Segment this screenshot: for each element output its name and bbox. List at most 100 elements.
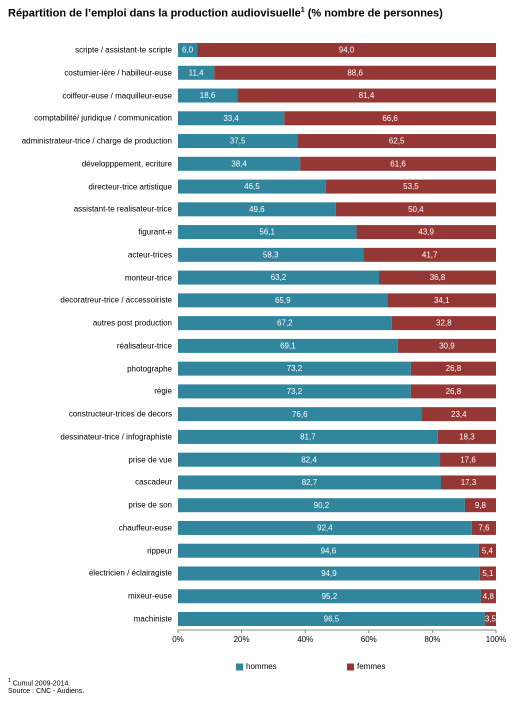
category-label: monteur-trice	[124, 273, 172, 283]
category-label: photographe	[127, 364, 172, 374]
category-label: coiffeur-euse / maquilleur-euse	[62, 91, 172, 101]
value-label: 58,3	[263, 250, 279, 259]
bar-segment	[335, 202, 496, 217]
category-label: assistant-te realisateur-trice	[73, 204, 172, 214]
bar-segment	[197, 43, 496, 57]
bar-segment	[421, 407, 496, 422]
bar-segment	[178, 612, 485, 626]
value-label: 43,9	[418, 228, 434, 237]
bar-segment	[440, 452, 496, 467]
bar-segment	[325, 179, 496, 194]
value-label: 96,5	[324, 615, 340, 624]
value-label: 4,8	[483, 592, 495, 601]
bar-segment	[437, 429, 496, 444]
bar-segment	[178, 452, 441, 467]
value-label: 23,4	[451, 410, 467, 419]
value-label: 37,5	[230, 137, 246, 146]
bar-segment	[178, 316, 392, 331]
legend-swatch	[236, 663, 243, 671]
bar-segment	[471, 520, 496, 535]
source: Source : CNC - Audiens.	[8, 688, 85, 695]
category-label: machiniste	[133, 614, 172, 624]
bar-segment	[178, 384, 411, 399]
bar-segment	[178, 543, 479, 558]
value-label: 11,4	[189, 68, 205, 77]
value-label: 73,2	[287, 387, 303, 396]
category-label: acteur-trices	[127, 250, 172, 260]
subtitle: (% nombre de personnes)	[307, 7, 443, 20]
value-label: 32,8	[436, 319, 452, 328]
bar-segment	[214, 65, 496, 80]
bar-segment	[387, 293, 496, 308]
bar-segment	[178, 429, 438, 444]
value-label: 67,2	[277, 319, 293, 328]
category-label: costumier-ière / habilleur-euse	[64, 68, 172, 78]
chart-title: Répartition de l’emploi dans la producti…	[8, 7, 301, 20]
value-label: 17,6	[460, 455, 476, 464]
bar-segment	[479, 566, 496, 581]
category-label: réalisateur-trice	[116, 341, 172, 351]
bar-segment	[356, 225, 496, 240]
category-label: mixeur-euse	[127, 591, 172, 601]
bar-segment	[178, 566, 480, 581]
x-tick-label: 60%	[361, 635, 377, 644]
bar-segment	[410, 384, 496, 399]
value-label: 30,9	[439, 341, 455, 350]
value-label: 81,4	[359, 91, 375, 100]
bar-segment	[363, 247, 496, 262]
x-tick-label: 0%	[172, 635, 184, 644]
bar-segment	[480, 589, 496, 604]
bar-segment	[397, 338, 496, 353]
bar-segment	[178, 407, 422, 422]
bar-segment	[378, 270, 496, 285]
value-label: 62,5	[389, 137, 405, 146]
category-label: comptabilité/ juridique / communication	[34, 113, 172, 123]
value-label: 61,6	[390, 159, 406, 168]
value-label: 49,6	[249, 205, 265, 214]
category-label: administrateur-trice / charge de product…	[21, 136, 172, 146]
value-label: 41,7	[422, 250, 438, 259]
value-label: 69,1	[280, 341, 296, 350]
value-label: 46,5	[244, 182, 260, 191]
value-label: 88,6	[347, 68, 363, 77]
bar-segment	[391, 316, 496, 331]
x-tick-label: 100%	[486, 635, 506, 644]
bar-segment	[178, 134, 298, 149]
bar-segment	[178, 111, 285, 126]
value-label: 26,8	[446, 387, 462, 396]
value-label: 92,4	[317, 524, 333, 533]
bar-segment	[284, 111, 496, 126]
category-label: prise de son	[128, 500, 172, 510]
category-label: figurant-e	[138, 227, 172, 237]
value-label: 26,8	[446, 364, 462, 373]
category-label: scripte / assistant-te scripte	[75, 45, 172, 55]
value-label: 3,5	[485, 615, 497, 624]
bar-segment	[178, 270, 379, 285]
footnote-marker: 1	[8, 678, 11, 684]
bar-segment	[178, 498, 465, 513]
category-label: prise de vue	[128, 455, 172, 465]
bar-segment	[178, 293, 388, 308]
value-label: 94,9	[321, 569, 337, 578]
value-label: 73,2	[287, 364, 303, 373]
bar-segment	[410, 361, 496, 376]
category-label: dessinateur-trice / infographiste	[60, 432, 172, 442]
value-label: 9,8	[475, 501, 487, 510]
x-tick-label: 20%	[234, 635, 250, 644]
value-label: 82,7	[302, 478, 318, 487]
category-label: rippeur	[147, 546, 172, 556]
value-label: 18,3	[459, 433, 475, 442]
category-label: régie	[154, 386, 172, 396]
bar-segment	[297, 134, 496, 149]
value-label: 7,6	[478, 524, 490, 533]
bar-segment	[464, 498, 496, 513]
category-label: cascadeur	[135, 477, 172, 487]
bar-segment	[178, 88, 238, 103]
bar-segment	[178, 156, 301, 171]
legend-label: femmes	[357, 662, 385, 671]
value-label: 53,5	[403, 182, 419, 191]
x-tick-label: 40%	[297, 635, 313, 644]
bar-segment	[237, 88, 496, 103]
